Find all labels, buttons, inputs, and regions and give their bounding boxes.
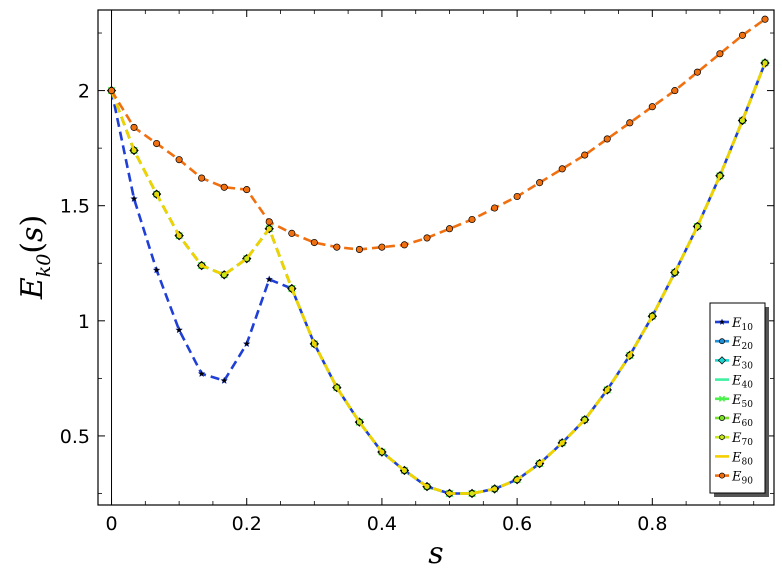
data-point xyxy=(445,225,454,233)
data-point xyxy=(265,218,273,226)
x-tick-label: 0.4 xyxy=(367,513,397,535)
plot-area xyxy=(98,10,774,505)
data-point xyxy=(719,472,725,479)
data-point xyxy=(220,376,229,384)
y-label-close: ) xyxy=(15,215,50,227)
data-point xyxy=(626,119,634,127)
legend-label: E60 xyxy=(731,412,753,429)
data-point xyxy=(693,68,701,76)
x-tick-label: 0 xyxy=(105,513,117,535)
y-label-var: s xyxy=(15,227,50,242)
legend-entry-E20: E20 xyxy=(715,335,753,352)
data-point xyxy=(603,135,611,143)
series-line xyxy=(110,62,767,495)
legend-entry-E40: E40 xyxy=(715,374,753,391)
data-point xyxy=(671,87,679,95)
data-point xyxy=(558,165,566,173)
y-tick-label: 2 xyxy=(78,81,90,103)
data-point xyxy=(130,194,138,203)
data-point xyxy=(107,87,116,95)
data-point xyxy=(310,238,318,247)
series-E80 xyxy=(110,62,767,495)
data-point xyxy=(378,243,386,251)
data-point xyxy=(197,369,206,378)
data-point xyxy=(761,15,769,23)
data-point xyxy=(738,31,746,39)
data-point xyxy=(400,241,408,249)
y-tick-label: 1 xyxy=(78,311,90,333)
legend-label: E40 xyxy=(731,374,753,391)
legend-label: E90 xyxy=(731,470,753,487)
data-point xyxy=(718,318,726,325)
series-E90 xyxy=(107,15,769,253)
legend-entry-E50: E50 xyxy=(715,393,753,410)
x-tick-label: 0.8 xyxy=(637,513,667,535)
y-label-base: E xyxy=(15,277,50,300)
data-point xyxy=(355,245,363,253)
data-point xyxy=(356,418,363,426)
legend-entry-E10: E10 xyxy=(715,316,753,333)
data-point xyxy=(719,415,725,421)
data-point xyxy=(716,50,724,58)
data-point xyxy=(242,339,251,348)
data-point xyxy=(175,326,183,334)
legend: E10 E20 E30 E40 E50 E60 E70 E80 E90 xyxy=(709,302,769,497)
data-point xyxy=(513,192,521,201)
data-point xyxy=(175,156,183,164)
legend-entry-E30: E30 xyxy=(715,354,753,371)
data-point xyxy=(153,139,161,148)
data-point xyxy=(468,489,476,498)
data-point xyxy=(130,123,138,131)
legend-label: E10 xyxy=(731,316,753,333)
y-axis-label: Ek0(s) xyxy=(15,215,55,300)
y-label-sub: k0 xyxy=(33,254,55,278)
data-point xyxy=(198,174,206,182)
data-point xyxy=(152,266,161,274)
data-point xyxy=(468,215,476,224)
x-tick-label: 0.2 xyxy=(232,513,262,535)
x-axis-label: s xyxy=(428,536,443,571)
legend-label: E70 xyxy=(731,431,753,448)
data-point xyxy=(288,229,296,237)
legend-entry-E60: E60 xyxy=(715,412,753,429)
data-point xyxy=(265,275,274,283)
data-point xyxy=(333,243,341,251)
data-point xyxy=(648,103,656,111)
legend-label: E80 xyxy=(731,450,753,467)
legend-label: E30 xyxy=(731,354,753,371)
plot-frame xyxy=(97,9,775,506)
data-point xyxy=(719,434,725,441)
svg-text:Ek0(s): Ek0(s) xyxy=(15,215,55,300)
legend-entry-E90: E90 xyxy=(715,470,753,487)
data-point xyxy=(220,183,228,191)
legend-entry-E70: E70 xyxy=(715,431,753,448)
data-point xyxy=(536,179,544,187)
series-line xyxy=(110,18,766,251)
legend-entry-E80: E80 xyxy=(715,450,753,467)
data-point xyxy=(491,204,499,212)
legend-label: E50 xyxy=(731,393,753,410)
y-tick-label: 0.5 xyxy=(60,426,90,448)
data-point xyxy=(718,395,726,402)
data-point xyxy=(719,338,725,345)
y-tick-label: 1.5 xyxy=(60,196,90,218)
x-tick-label: 0.6 xyxy=(502,513,532,535)
y-label-arg: ( xyxy=(15,242,50,254)
data-point xyxy=(717,356,727,365)
data-point xyxy=(243,186,251,194)
data-point xyxy=(423,234,431,242)
data-point xyxy=(581,151,589,159)
legend-label: E20 xyxy=(731,335,753,352)
